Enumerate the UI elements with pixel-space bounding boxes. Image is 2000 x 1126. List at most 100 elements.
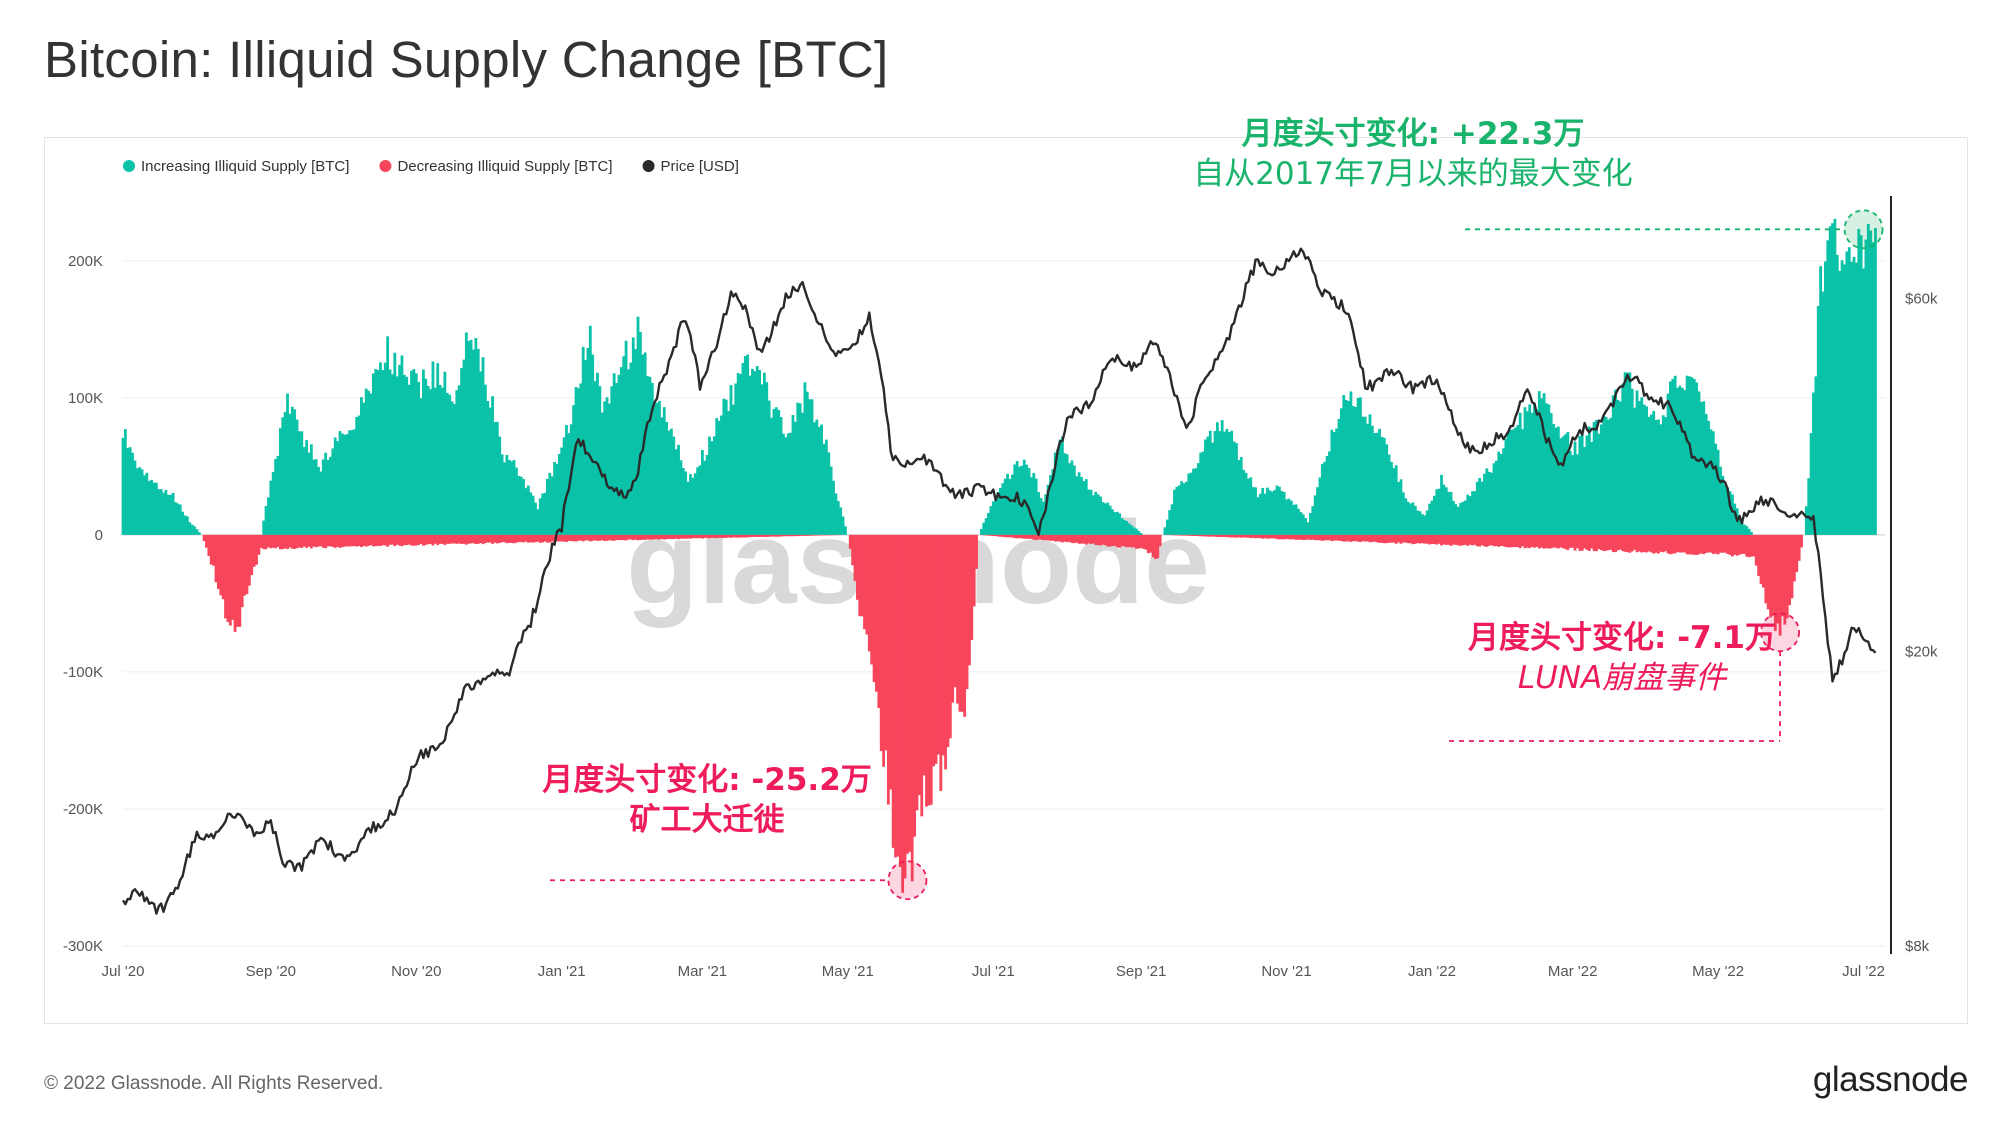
decrease-bar <box>1564 534 1567 550</box>
increase-bar <box>672 436 676 535</box>
annotation-top: 月度头寸变化: +22.3万 自从2017年7月以来的最大变化 <box>1113 114 1713 194</box>
decrease-bar <box>1695 534 1699 555</box>
increase-bar <box>1831 223 1834 535</box>
increase-bar <box>1320 464 1324 535</box>
decrease-bar <box>753 534 757 537</box>
decrease-bar <box>591 534 595 541</box>
decrease-bar <box>510 534 514 543</box>
decrease-bar <box>512 534 516 544</box>
decrease-bar <box>293 534 297 549</box>
decrease-bar <box>1566 534 1570 551</box>
decrease-bar <box>598 534 602 541</box>
decrease-bar <box>1080 534 1083 544</box>
decrease-bar <box>383 534 387 546</box>
increase-bar <box>276 455 280 535</box>
decrease-bar <box>879 534 883 752</box>
increase-bar <box>722 398 726 535</box>
increase-bar <box>1645 406 1648 535</box>
increase-bar <box>1373 433 1377 535</box>
decrease-bar <box>748 534 752 537</box>
increase-bar <box>374 368 378 535</box>
highlight-circle <box>887 860 928 901</box>
increase-bar <box>505 455 509 535</box>
decrease-bar <box>355 534 359 547</box>
decrease-bar <box>1108 534 1112 547</box>
increase-bar <box>791 415 795 535</box>
decrease-bar <box>546 534 549 543</box>
decrease-bar <box>1714 534 1718 554</box>
increase-bar <box>712 436 716 535</box>
increase-bar <box>185 516 189 535</box>
decrease-bar <box>1039 534 1043 540</box>
decrease-bar <box>445 534 449 544</box>
increase-bar <box>572 405 576 535</box>
decrease-bar <box>903 534 907 879</box>
increase-bar <box>371 373 375 535</box>
decrease-bar <box>1392 534 1396 543</box>
decrease-bar <box>209 534 213 565</box>
increase-bar <box>1418 511 1422 535</box>
increase-bar <box>295 419 299 535</box>
increase-bar <box>591 354 595 535</box>
increase-bar <box>1516 425 1520 535</box>
increase-bar <box>1230 430 1234 535</box>
decrease-bar <box>1783 534 1787 625</box>
increase-bar <box>1010 474 1014 535</box>
decrease-bar <box>1537 534 1541 549</box>
decrease-bar <box>884 534 888 751</box>
increase-bar <box>660 417 664 535</box>
decrease-bar <box>1280 534 1284 540</box>
decrease-bar <box>1728 534 1732 555</box>
increase-bar <box>841 516 845 535</box>
decrease-bar <box>603 534 607 542</box>
decrease-bar <box>1432 534 1436 545</box>
decrease-bar <box>1082 534 1086 544</box>
increase-bar <box>784 437 788 535</box>
increase-bar <box>484 384 487 535</box>
decrease-bar <box>1339 534 1343 541</box>
increase-bar <box>1678 385 1682 535</box>
increase-bar <box>464 332 468 535</box>
decrease-bar <box>1401 534 1405 543</box>
decrease-bar <box>364 534 368 547</box>
decrease-bar <box>1103 534 1107 546</box>
decrease-bar <box>941 534 945 756</box>
decrease-bar <box>402 534 406 546</box>
increase-bar <box>669 428 673 535</box>
increase-bar <box>643 352 647 535</box>
decrease-bar <box>1072 534 1076 544</box>
decrease-bar <box>1325 534 1329 541</box>
decrease-bar <box>1030 534 1033 539</box>
increase-bar <box>762 372 766 535</box>
decrease-bar <box>1502 534 1505 547</box>
decrease-bar <box>743 534 747 538</box>
increase-bar <box>748 375 752 535</box>
increase-bar <box>162 492 165 535</box>
decrease-bar <box>1151 534 1155 558</box>
increase-bar <box>426 386 430 535</box>
decrease-bar <box>715 534 719 539</box>
bars-layer <box>121 218 1877 893</box>
increase-bar <box>395 376 399 535</box>
decrease-bar <box>417 534 421 545</box>
increase-bar <box>281 417 285 535</box>
increase-bar <box>288 413 292 535</box>
increase-bar <box>1647 416 1651 535</box>
legend-marker <box>379 160 392 172</box>
increase-bar <box>441 387 444 535</box>
increase-bar <box>1721 475 1725 535</box>
increase-bar <box>774 407 778 535</box>
decrease-bar <box>717 534 721 538</box>
increase-bar <box>836 501 840 535</box>
increase-bar <box>1483 473 1486 535</box>
increase-bar <box>1528 404 1532 535</box>
decrease-bar <box>593 534 597 541</box>
decrease-bar <box>815 534 819 536</box>
increase-bar <box>1058 439 1062 535</box>
decrease-bar <box>1473 534 1477 545</box>
decrease-bar <box>722 534 726 538</box>
decrease-bar <box>739 534 742 538</box>
decrease-bar <box>1645 534 1648 553</box>
increase-bar <box>126 448 130 535</box>
decrease-bar <box>910 534 914 882</box>
